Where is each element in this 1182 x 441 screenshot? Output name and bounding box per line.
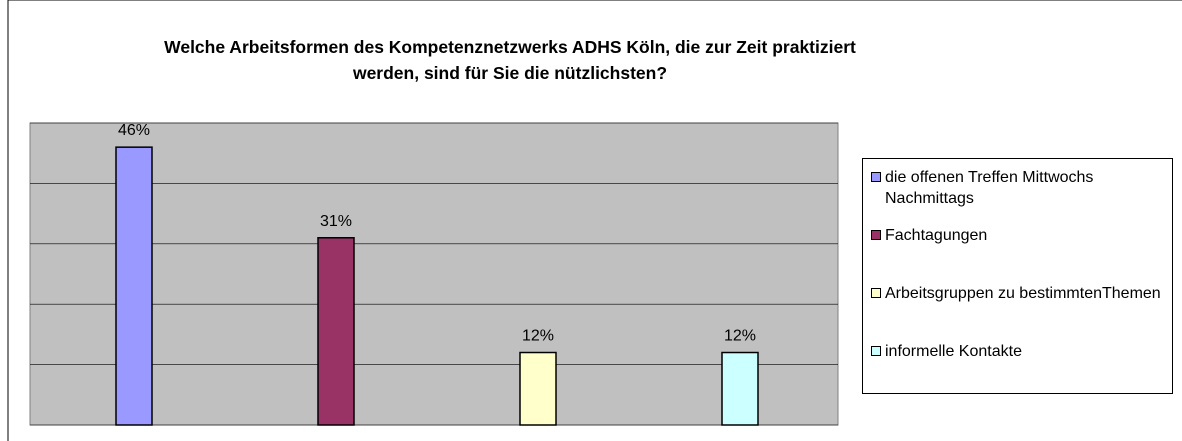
data-label: 31% [320,213,352,230]
data-label: 12% [522,328,554,345]
legend: die offenen Treffen Mittwochs Nachmittag… [862,158,1173,394]
bar [721,351,759,426]
legend-label: Fachtagungen [885,227,988,244]
data-label: 46% [118,122,150,139]
legend-swatch [871,230,881,240]
legend-swatch [871,346,881,356]
legend-swatch [871,288,881,298]
chart-title: Welche Arbeitsformen des Kompetenznetzwe… [164,37,856,83]
legend-item: die offenen Treffen Mittwochs Nachmittag… [871,167,1171,209]
plot-area [29,122,839,426]
legend-label: informelle Kontakte [885,343,1022,360]
legend-swatch [871,172,881,182]
bar [115,146,153,426]
legend-item: Fachtagungen [871,225,1171,246]
data-label: 12% [724,328,756,345]
legend-label: die offenen Treffen Mittwochs Nachmittag… [885,169,1094,207]
bar [519,351,557,426]
legend-item: Arbeitsgruppen zu bestimmtenThemen [871,283,1171,304]
legend-item: informelle Kontakte [871,341,1171,362]
legend-label: Arbeitsgruppen zu bestimmtenThemen [885,285,1161,302]
bar [317,237,355,426]
